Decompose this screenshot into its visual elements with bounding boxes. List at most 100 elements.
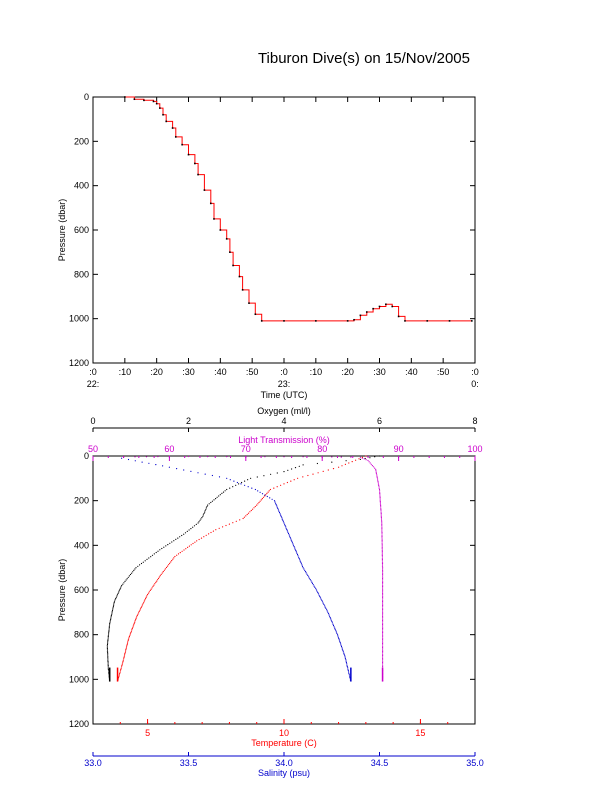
light-transmission-tick-label: 100: [467, 444, 482, 454]
depth-data-point: [174, 136, 177, 138]
salinity-profile-point: [190, 470, 192, 472]
temperature-profile-point: [268, 490, 270, 492]
oxygen-profile-point: [159, 549, 161, 551]
light_transmission-profile-point: [382, 610, 384, 612]
salinity-tick-label: 34.0: [275, 758, 293, 768]
oxygen-profile-point: [173, 540, 175, 542]
temperature-profile-point: [118, 675, 120, 677]
oxygen-profile-point: [201, 517, 203, 519]
light_transmission-profile-point: [380, 509, 382, 511]
light_transmission-profile-point: [381, 541, 383, 543]
oxygen-profile-point: [167, 544, 169, 546]
light_transmission-profile-point: [368, 461, 370, 463]
salinity-profile-point: [281, 518, 283, 520]
light_transmission-profile-point: [382, 641, 384, 643]
oxygen-profile-point: [177, 537, 179, 539]
light_transmission-profile-point: [382, 599, 384, 601]
oxygen-profile-point: [190, 528, 192, 530]
light_transmission-profile-point: [382, 569, 384, 572]
light_transmission-profile-point: [372, 466, 375, 468]
oxygen-profile-point: [122, 583, 124, 585]
oxygen-profile-point: [244, 480, 246, 482]
salinity-profile-point: [304, 571, 307, 573]
oxygen-profile-point: [378, 455, 381, 457]
depth-data-point: [283, 320, 285, 322]
salinity-profile-point: [322, 602, 324, 604]
salinity-profile-point: [301, 565, 304, 568]
salinity-profile-point: [127, 458, 130, 461]
temperature-profile-point: [141, 605, 143, 607]
light_transmission-profile-point: [375, 468, 377, 470]
oxygen-profile-point: [132, 571, 134, 573]
temperature-profile-point: [245, 515, 247, 517]
temperature-profile-point: [283, 483, 285, 485]
oxygen-profile-point: [115, 598, 117, 600]
salinity-profile-point: [328, 614, 330, 616]
salinity-profile-point: [279, 513, 281, 515]
salinity-profile-point: [325, 607, 327, 610]
x-tick-label: :30: [182, 367, 195, 377]
oxygen-tick-label: 8: [472, 416, 477, 426]
salinity-profile-point: [284, 525, 286, 527]
x-tick-label: :40: [214, 367, 227, 377]
temperature-profile-point: [181, 550, 183, 552]
temperature-profile-point: [273, 487, 275, 489]
oxygen-profile-point: [108, 633, 110, 635]
salinity-profile-point: [276, 506, 278, 508]
light_transmission-profile-point: [379, 490, 381, 492]
oxygen-profile-point: [369, 457, 371, 459]
salinity-profile-point: [310, 580, 312, 582]
temperature-profile-point: [125, 646, 128, 648]
light_transmission-profile-point: [382, 638, 384, 641]
salinity-profile-point: [298, 556, 300, 558]
oxygen-profile-point: [111, 609, 114, 612]
temperature-profile-point: [131, 629, 133, 631]
light_transmission-profile-point: [381, 535, 383, 538]
light_transmission-profile-point: [382, 584, 384, 586]
light_transmission-profile-point: [379, 499, 381, 501]
oxygen-tick-label: 4: [281, 416, 286, 426]
oxygen-profile-point: [116, 595, 118, 597]
temperature-profile-point: [242, 517, 244, 520]
oxygen-profile-point: [109, 622, 111, 625]
light_transmission-profile-point: [380, 505, 382, 507]
temperature-profile-point: [252, 508, 254, 510]
temperature-profile-point: [168, 564, 170, 566]
salinity-profile-point: [275, 502, 277, 504]
depth-data-point: [404, 320, 406, 322]
salinity-profile-point: [312, 584, 314, 586]
temperature-profile-point: [157, 577, 160, 580]
temperature-profile-point: [307, 474, 309, 477]
y-tick-label: 800: [74, 269, 89, 279]
temperature-profile-point: [171, 560, 173, 562]
salinity-profile-point: [287, 532, 290, 535]
light_transmission-profile-point: [382, 595, 384, 597]
salinity-profile-point: [229, 479, 231, 481]
oxygen-profile-point: [107, 640, 109, 642]
oxygen-profile-point: [215, 498, 217, 500]
salinity-profile-point: [290, 538, 292, 540]
light_transmission-profile-point: [381, 530, 383, 532]
oxygen-profile-point: [169, 542, 171, 544]
oxygen-profile-point: [111, 611, 113, 613]
temperature-profile-point: [165, 566, 168, 569]
oxygen-profile-point: [128, 575, 130, 577]
light_transmission-profile-point: [381, 531, 383, 534]
oxygen-profile-point: [107, 659, 109, 661]
oxygen-profile-point: [316, 462, 318, 465]
salinity-profile-point: [271, 498, 273, 500]
light_transmission-profile-point: [379, 496, 381, 499]
oxygen-profile-point: [127, 576, 129, 578]
oxygen-profile-point: [171, 541, 173, 543]
temperature-profile-point: [124, 651, 126, 653]
light_transmission-profile-point: [375, 471, 377, 473]
oxygen-profile-point: [133, 569, 135, 572]
light_transmission-profile-point: [382, 666, 384, 668]
temperature-profile-point: [290, 480, 292, 482]
oxygen-profile-point: [204, 510, 206, 512]
salinity-profile-point: [280, 515, 282, 518]
light_transmission-profile-point: [381, 548, 383, 550]
temperature-profile-point: [143, 601, 145, 603]
temperature-profile-point: [134, 621, 136, 623]
depth-data-point: [225, 238, 228, 240]
